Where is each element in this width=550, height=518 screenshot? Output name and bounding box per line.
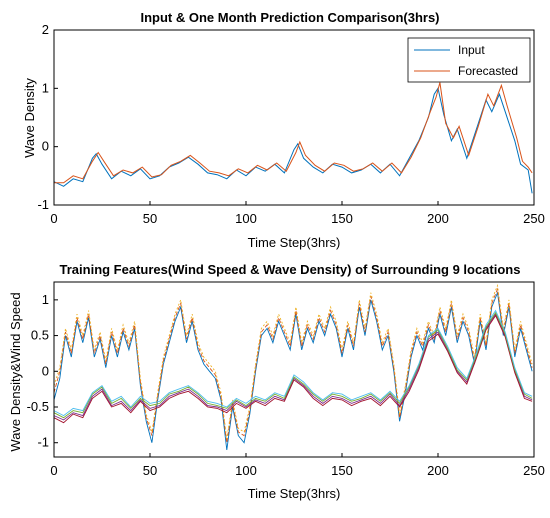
y-tick-label: -1 — [37, 197, 49, 212]
x-tick-label: 100 — [235, 211, 257, 226]
x-tick-label: 250 — [523, 463, 545, 478]
x-tick-label: 200 — [427, 211, 449, 226]
y-tick-label: 1 — [42, 80, 49, 95]
series-line-forecasted — [54, 82, 533, 184]
y-tick-label: 1 — [42, 292, 49, 307]
y-tick-label: 0 — [42, 139, 49, 154]
series-line-1 — [53, 290, 533, 450]
chart-title: Training Features(Wind Speed & Wave Dens… — [60, 262, 521, 277]
legend-label-forecasted: Forecasted — [458, 64, 518, 78]
series-line-input — [53, 87, 533, 194]
x-tick-label: 50 — [143, 211, 157, 226]
x-tick-label: 200 — [427, 463, 449, 478]
y-axis-label: Wave Density — [22, 78, 37, 158]
series-line-5 — [53, 314, 533, 424]
series-line-3 — [53, 283, 533, 440]
y-axis-label: Wave Density&Wind Speed — [8, 292, 23, 451]
series-line-2 — [53, 287, 533, 443]
y-tick-label: 0 — [42, 363, 49, 378]
series-line-6 — [53, 311, 533, 419]
prediction-comparison-chart: Input & One Month Prediction Comparison(… — [22, 10, 545, 250]
series-line-7 — [53, 309, 533, 417]
y-tick-label: -1 — [37, 435, 49, 450]
y-tick-label: -0.5 — [27, 399, 49, 414]
x-tick-label: 150 — [331, 463, 353, 478]
x-tick-label: 0 — [50, 463, 57, 478]
series-line-4 — [53, 313, 533, 421]
legend-label-input: Input — [458, 43, 485, 57]
x-tick-label: 100 — [235, 463, 257, 478]
plot-area — [53, 82, 533, 194]
legend: Input Forecasted — [407, 37, 531, 83]
axes-frame — [53, 281, 535, 458]
x-axis-label: Time Step(3hrs) — [248, 235, 341, 250]
x-tick-label: 250 — [523, 211, 545, 226]
training-features-chart: Training Features(Wind Speed & Wave Dens… — [8, 262, 545, 501]
legend-box — [407, 37, 531, 83]
x-tick-label: 0 — [50, 211, 57, 226]
x-tick-label: 150 — [331, 211, 353, 226]
axes-frame — [53, 29, 535, 206]
plot-area — [53, 283, 533, 450]
x-axis-label: Time Step(3hrs) — [248, 486, 341, 501]
y-tick-label: 0.5 — [31, 328, 49, 343]
x-tick-label: 50 — [143, 463, 157, 478]
y-tick-label: 2 — [42, 22, 49, 37]
chart-title: Input & One Month Prediction Comparison(… — [141, 10, 440, 25]
